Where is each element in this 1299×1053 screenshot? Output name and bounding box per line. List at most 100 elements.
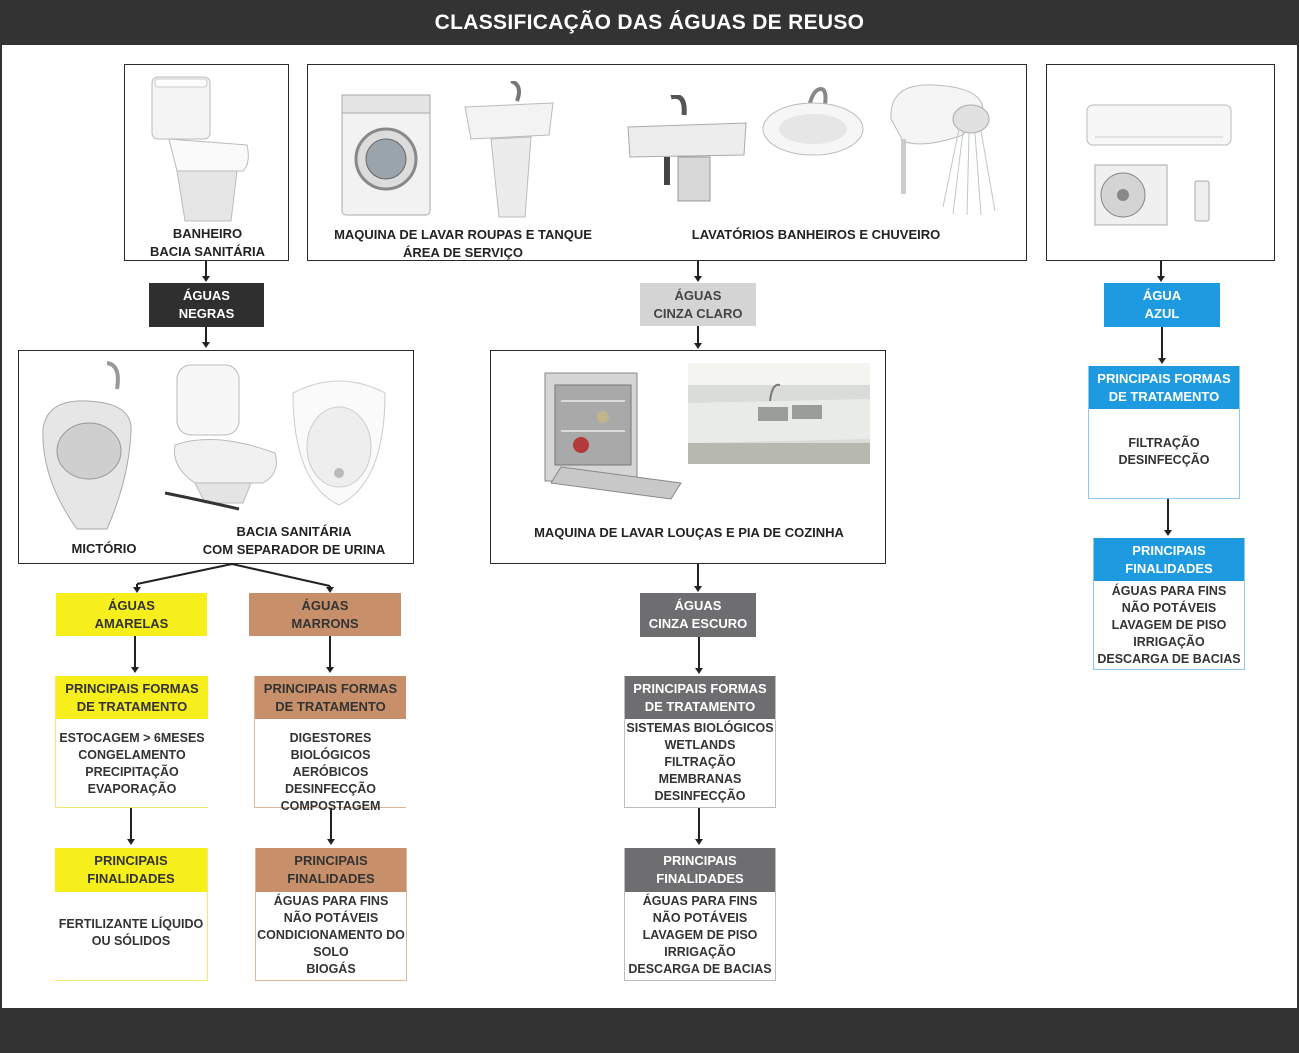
azul-purpose-list: ÁGUAS PARA FINS NÃO POTÁVEIS LAVAGEM DE … — [1094, 581, 1244, 668]
amarelas-treatment-panel: PRINCIPAIS FORMAS DE TRATAMENTO ESTOCAGE… — [55, 676, 208, 808]
air-conditioner-image — [1085, 103, 1235, 233]
separator-caption-line1: BACIA SANITÁRIA — [236, 524, 352, 539]
label-agua-azul: ÁGUA AZUL — [1104, 283, 1220, 327]
connector — [697, 326, 699, 344]
label-line1: ÁGUAS — [183, 288, 230, 303]
amarelas-treatment-list: ESTOCAGEM > 6MESES CONGELAMENTO PRECIPIT… — [56, 719, 208, 798]
marrons-treatment-panel: PRINCIPAIS FORMAS DE TRATAMENTO DIGESTOR… — [254, 676, 406, 813]
amarelas-purpose-panel: PRINCIPAIS FINALIDADES FERTILIZANTE LÍQU… — [55, 848, 208, 981]
list-item: DESCARGA DE BACIAS — [628, 962, 772, 976]
label-line2: MARRONS — [291, 615, 359, 631]
split-connector — [133, 563, 334, 593]
marrons-treatment-header: PRINCIPAIS FORMAS DE TRATAMENTO — [255, 676, 406, 719]
washbasin-image — [761, 83, 866, 163]
kitchen-sink-image — [688, 363, 870, 464]
list-item: FILTRAÇÃO — [1128, 436, 1200, 450]
list-item: ÁGUAS PARA FINS — [642, 894, 758, 908]
cinza-escuro-purpose-header: PRINCIPAIS FINALIDADES — [625, 848, 775, 892]
list-item: IRRIGAÇÃO — [1133, 635, 1205, 649]
laundry-caption-line1: MAQUINA DE LAVAR ROUPAS E TANQUE — [334, 227, 592, 242]
arrow-icon — [695, 668, 703, 674]
marrons-treatment-list: DIGESTORES BIOLÓGICOS AERÓBICOS DESINFEC… — [255, 719, 406, 815]
label-line1: ÁGUAS — [301, 597, 349, 613]
list-item: DESINFECÇÃO — [1118, 453, 1210, 467]
list-item: NÃO POTÁVEIS — [652, 911, 748, 925]
amarelas-treatment-header: PRINCIPAIS FORMAS DE TRATAMENTO — [56, 676, 208, 719]
blackwater-detail-box: MICTÓRIO BACIA SANITÁRIA COM SEPARADOR D… — [18, 350, 414, 564]
header-line1: PRINCIPAIS FORMAS — [633, 680, 767, 696]
list-item: EVAPORAÇÃO — [87, 782, 177, 796]
urinal-caption: MICTÓRIO — [71, 541, 137, 556]
bathroom-source-box: BANHEIRO BACIA SANITÁRIA — [124, 64, 289, 261]
connector — [130, 808, 132, 840]
list-item: LAVAGEM DE PISO — [1111, 618, 1227, 632]
list-item: DESINFECÇÃO — [285, 782, 376, 796]
label-line2: AMARELAS — [94, 615, 169, 631]
arrow-icon — [1157, 276, 1165, 282]
toilet-image — [147, 75, 257, 225]
laundry-caption-line2: ÁREA DE SERVIÇO — [403, 245, 523, 260]
list-item: CONGELAMENTO — [78, 748, 186, 762]
list-item: ESTOCAGEM > 6MESES — [59, 731, 205, 745]
label-line1: ÁGUAS — [108, 597, 155, 613]
amarelas-purpose-list: FERTILIZANTE LÍQUIDO OU SÓLIDOS — [55, 892, 207, 950]
shower-image — [883, 79, 1008, 219]
connector — [1167, 499, 1169, 531]
arrow-icon — [202, 276, 210, 282]
washing-machine-image — [340, 93, 435, 218]
list-item: DIGESTORES BIOLÓGICOS — [289, 731, 372, 762]
label-aguas-cinza-escuro: ÁGUAS CINZA ESCURO — [640, 593, 756, 637]
list-item: WETLANDS — [664, 738, 736, 752]
arrow-icon — [127, 839, 135, 845]
list-item: PRECIPITAÇÃO — [85, 765, 179, 779]
air-conditioner-source-box — [1046, 64, 1275, 261]
cinza-escuro-treatment-header: PRINCIPAIS FORMAS DE TRATAMENTO — [625, 676, 775, 719]
header-line2: DE TRATAMENTO — [1108, 388, 1220, 404]
arrow-icon — [694, 586, 702, 592]
arrow-icon — [694, 276, 702, 282]
amarelas-purpose-header: PRINCIPAIS FINALIDADES — [55, 848, 207, 892]
list-item: ÁGUAS PARA FINS — [1111, 584, 1227, 598]
label-aguas-cinza-claro: ÁGUAS CINZA CLARO — [640, 283, 756, 326]
header-line2: FINALIDADES — [1125, 560, 1213, 576]
header-line2: FINALIDADES — [87, 871, 175, 886]
list-item: DESINFECÇÃO — [654, 789, 746, 803]
connector — [698, 808, 700, 840]
separator-caption: BACIA SANITÁRIA COM SEPARADOR DE URINA — [184, 523, 404, 559]
list-item: OU SÓLIDOS — [91, 934, 171, 948]
separator-bowl-image — [289, 373, 389, 508]
marrons-purpose-panel: PRINCIPAIS FINALIDADES ÁGUAS PARA FINS N… — [255, 848, 407, 981]
connector — [329, 636, 331, 668]
list-item: COMPOSTAGEM — [280, 799, 381, 813]
header-line1: PRINCIPAIS FORMAS — [65, 680, 199, 696]
cinza-escuro-treatment-panel: PRINCIPAIS FORMAS DE TRATAMENTO SISTEMAS… — [624, 676, 776, 808]
list-item: SISTEMAS BIOLÓGICOS — [626, 721, 774, 735]
lavatory-sink-image — [626, 93, 751, 205]
arrow-icon — [327, 839, 335, 845]
footer-bar — [0, 1008, 1299, 1053]
header-bar — [0, 0, 1299, 45]
dishwasher-image — [541, 371, 686, 501]
frame-right — [1297, 45, 1299, 1008]
tank-image — [461, 79, 556, 221]
urinal-image — [37, 359, 137, 539]
header-line1: PRINCIPAIS FORMAS — [1097, 370, 1231, 386]
connector — [205, 261, 207, 277]
page-title: CLASSIFICAÇÃO DAS ÁGUAS DE REUSO — [434, 11, 865, 34]
connector — [1160, 261, 1162, 277]
azul-treatment-list: FILTRAÇÃO DESINFECÇÃO — [1089, 409, 1239, 469]
arrow-icon — [694, 343, 702, 349]
list-item: BIOGÁS — [306, 962, 356, 976]
label-aguas-negras: ÁGUAS NEGRAS — [149, 283, 264, 327]
header-line1: PRINCIPAIS — [94, 853, 168, 868]
label-line1: ÁGUAS — [674, 598, 722, 613]
bathroom-caption: BANHEIRO BACIA SANITÁRIA — [125, 225, 290, 261]
connector — [698, 637, 700, 669]
bathroom-caption-line2: BACIA SANITÁRIA — [149, 244, 266, 259]
list-item: MEMBRANAS — [658, 772, 742, 786]
list-item: SOLO — [313, 945, 349, 959]
cinza-escuro-purpose-panel: PRINCIPAIS FINALIDADES ÁGUAS PARA FINS N… — [624, 848, 776, 981]
marrons-purpose-list: ÁGUAS PARA FINS NÃO POTÁVEIS CONDICIONAM… — [256, 892, 406, 978]
list-item: FILTRAÇÃO — [664, 755, 736, 769]
list-item: ÁGUAS PARA FINS — [273, 894, 389, 908]
